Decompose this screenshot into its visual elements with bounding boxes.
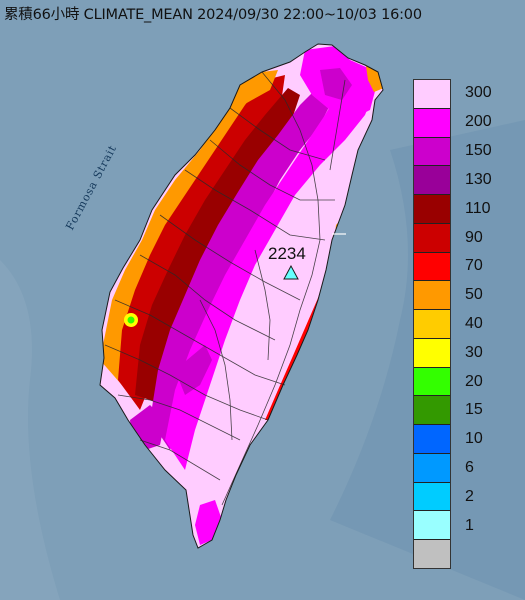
- zone-north-purple: [320, 68, 352, 100]
- legend-labels: 300 200 150 130 110 90 70 50 40 30 20 15 10 6 2 1: [465, 79, 520, 569]
- legend-swatch: [414, 310, 450, 339]
- legend-tick-label: 2: [465, 487, 474, 505]
- legend-swatch: [414, 223, 450, 253]
- map-title: 累積66小時 CLIMATE_MEAN 2024/09/30 22:00~10/…: [4, 7, 422, 23]
- triangle-marker: [283, 264, 299, 280]
- max-station-value: 2234: [268, 244, 306, 263]
- legend-tick-label: 15: [465, 401, 483, 419]
- legend-tick-label: 110: [465, 199, 491, 217]
- strait-shading: [0, 260, 60, 600]
- legend-tick-label: 6: [465, 459, 474, 477]
- legend-swatch: [414, 195, 450, 224]
- legend-swatch: [414, 252, 450, 282]
- legend-tick-label: 10: [465, 430, 483, 448]
- legend-tick-label: 20: [465, 372, 483, 390]
- legend-swatch: [414, 281, 450, 311]
- legend-tick-label: 300: [465, 84, 492, 102]
- hotspot-green: [127, 316, 135, 324]
- legend-tick-label: 1: [465, 516, 474, 534]
- legend-tick-label: 90: [465, 228, 483, 246]
- county-boundaries: [104, 71, 346, 506]
- legend-swatch: [414, 80, 450, 109]
- legend-swatch: [414, 137, 450, 167]
- island-outline: [99, 43, 384, 549]
- legend-swatch: [414, 482, 450, 512]
- legend-swatch: [414, 425, 450, 454]
- legend-swatch: [414, 453, 450, 483]
- legend-swatch: [414, 367, 450, 397]
- legend-tick-label: 150: [465, 142, 492, 160]
- zone-south-magenta: [195, 500, 222, 545]
- legend-tick-label: 200: [465, 113, 492, 131]
- zone-south-purple-patch: [175, 345, 212, 395]
- legend-tick-label: 40: [465, 315, 483, 332]
- legend-tick-label: 130: [465, 170, 492, 188]
- legend-tick-label: 70: [465, 257, 483, 275]
- legend-swatch: [414, 396, 450, 426]
- legend-swatch: [414, 540, 450, 569]
- legend-swatch: [414, 511, 450, 541]
- legend-swatch: [414, 338, 450, 368]
- legend-tick-label: 50: [465, 286, 483, 304]
- legend-swatch: [414, 166, 450, 196]
- legend-tick-label: 30: [465, 343, 483, 361]
- legend-swatch: [414, 108, 450, 138]
- color-legend: [413, 79, 451, 569]
